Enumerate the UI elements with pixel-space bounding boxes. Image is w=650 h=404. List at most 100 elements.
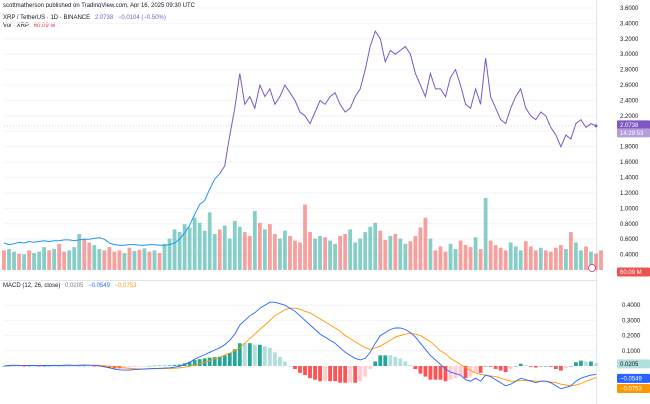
macd-histogram-bar bbox=[127, 366, 132, 368]
volume-bar bbox=[553, 247, 558, 270]
macd-hist-badge-text: 0.0205 bbox=[620, 362, 639, 368]
macd-histogram-bar bbox=[438, 366, 443, 380]
price-axis[interactable]: 3.6000 3.4000 3.2000 3.0000 2.8000 2.6000 2.40… bbox=[620, 6, 639, 259]
last-price-dot bbox=[594, 124, 598, 128]
macd-histogram-bar bbox=[162, 365, 167, 367]
volume-bar bbox=[528, 246, 533, 270]
macd-histogram-bar bbox=[363, 366, 368, 377]
macd-histogram-bar bbox=[498, 366, 503, 371]
volume-bar bbox=[72, 247, 77, 270]
macd-histogram-bar bbox=[388, 355, 393, 366]
volume-bar bbox=[584, 246, 588, 270]
macd-histogram-bar bbox=[262, 346, 267, 366]
macd-histogram-bar bbox=[338, 366, 343, 383]
price-tick-label: 2.8000 bbox=[620, 68, 639, 74]
volume-badge-text: 60.09 M bbox=[620, 270, 642, 276]
volume-bar bbox=[67, 250, 72, 270]
macd-histogram-bar bbox=[278, 356, 282, 366]
macd-histogram-bar bbox=[187, 361, 192, 366]
volume-bar bbox=[202, 230, 207, 270]
volume-bar bbox=[599, 250, 603, 270]
volume-bar bbox=[523, 241, 528, 270]
macd-histogram-bar bbox=[523, 365, 528, 366]
macd-histogram-bar bbox=[343, 366, 348, 383]
macd-histogram-bar bbox=[87, 366, 92, 367]
publisher-credit: scottmatherson published on TradingView.… bbox=[3, 3, 196, 9]
macd-histogram-bar bbox=[528, 366, 533, 367]
volume-bar bbox=[172, 229, 177, 270]
macd-histogram-bar bbox=[82, 365, 87, 367]
volume-bar bbox=[413, 235, 418, 270]
macd-histogram-bar bbox=[313, 366, 317, 380]
macd-histogram-bar bbox=[383, 355, 388, 366]
volume-bar bbox=[358, 238, 363, 270]
macd-signal-line bbox=[3, 307, 597, 387]
last-price: 2.0738 bbox=[94, 15, 114, 21]
macd-histogram-bar bbox=[92, 366, 97, 367]
macd-histogram-bar bbox=[518, 363, 523, 366]
macd-histogram-bar bbox=[237, 343, 242, 366]
volume-bar bbox=[594, 253, 598, 270]
volume-bar bbox=[473, 237, 478, 270]
volume-bar bbox=[77, 234, 82, 270]
macd-histogram-bar bbox=[468, 366, 473, 377]
macd-histogram-bar bbox=[293, 366, 297, 370]
volume-bar bbox=[378, 230, 383, 270]
volume-bar bbox=[187, 227, 192, 270]
volume-bar bbox=[273, 234, 277, 270]
volume-bar bbox=[418, 227, 423, 270]
macd-histogram-bar bbox=[283, 361, 287, 366]
volume-bar bbox=[478, 249, 483, 270]
volume-bar bbox=[488, 240, 493, 270]
volume-bar bbox=[217, 229, 222, 270]
macd-histogram-bar bbox=[579, 360, 583, 366]
volume-bar bbox=[428, 238, 433, 270]
macd-histogram-bar bbox=[47, 365, 52, 367]
macd-histogram-bar bbox=[408, 365, 413, 366]
macd-axis[interactable]: 0.4000 0.3000 0.2000 0.1000 bbox=[622, 303, 641, 355]
volume-bar bbox=[453, 249, 458, 270]
volume-bar bbox=[252, 211, 257, 270]
grid bbox=[0, 0, 597, 404]
volume-bar bbox=[383, 239, 388, 270]
price-series-early bbox=[3, 173, 221, 246]
volume-bar bbox=[152, 250, 157, 270]
volume-bar bbox=[167, 238, 172, 270]
price-tick-label: 3.2000 bbox=[620, 37, 639, 43]
macd-histogram-bar bbox=[177, 364, 182, 366]
volume-bar bbox=[227, 238, 232, 270]
macd-histogram-bar bbox=[288, 366, 292, 367]
volume-bar bbox=[42, 247, 47, 270]
price-series-recent bbox=[219, 29, 597, 174]
volume-bar bbox=[513, 246, 518, 270]
macd-histogram-bar bbox=[2, 366, 6, 367]
last-price-badge-bg bbox=[617, 120, 650, 130]
volume-bar bbox=[423, 217, 428, 270]
macd-histogram-bar bbox=[172, 364, 177, 366]
volume-bar bbox=[323, 237, 327, 270]
volume-bar bbox=[197, 222, 202, 270]
volume-bar bbox=[237, 226, 242, 270]
macd-histogram-bar bbox=[463, 366, 468, 379]
last-price-badge-text: 2.0738 bbox=[620, 123, 639, 129]
macd-histogram-bar bbox=[57, 365, 62, 367]
volume-bar bbox=[368, 226, 373, 270]
volume-bar bbox=[373, 222, 378, 270]
price-tick-label: 0.4000 bbox=[620, 253, 639, 259]
macd-histogram-bar bbox=[222, 355, 227, 366]
macd-histogram-bar bbox=[488, 366, 493, 367]
macd-histogram-bar bbox=[192, 360, 197, 366]
macd-histogram-bar bbox=[37, 366, 42, 367]
macd-histogram-bar bbox=[132, 366, 137, 367]
macd-histogram-bar bbox=[157, 365, 162, 367]
price-tick-label: 0.8000 bbox=[620, 222, 639, 228]
macd-histogram-bar bbox=[137, 366, 142, 367]
macd-histogram-bar bbox=[398, 358, 403, 366]
volume-bar bbox=[177, 232, 182, 270]
macd-histogram-bar bbox=[207, 357, 212, 366]
volume-bar bbox=[538, 247, 543, 270]
macd-histogram-bar bbox=[393, 356, 398, 366]
macd-histogram-bar bbox=[308, 366, 312, 379]
macd-line-badge: −0.0549 bbox=[617, 373, 650, 383]
